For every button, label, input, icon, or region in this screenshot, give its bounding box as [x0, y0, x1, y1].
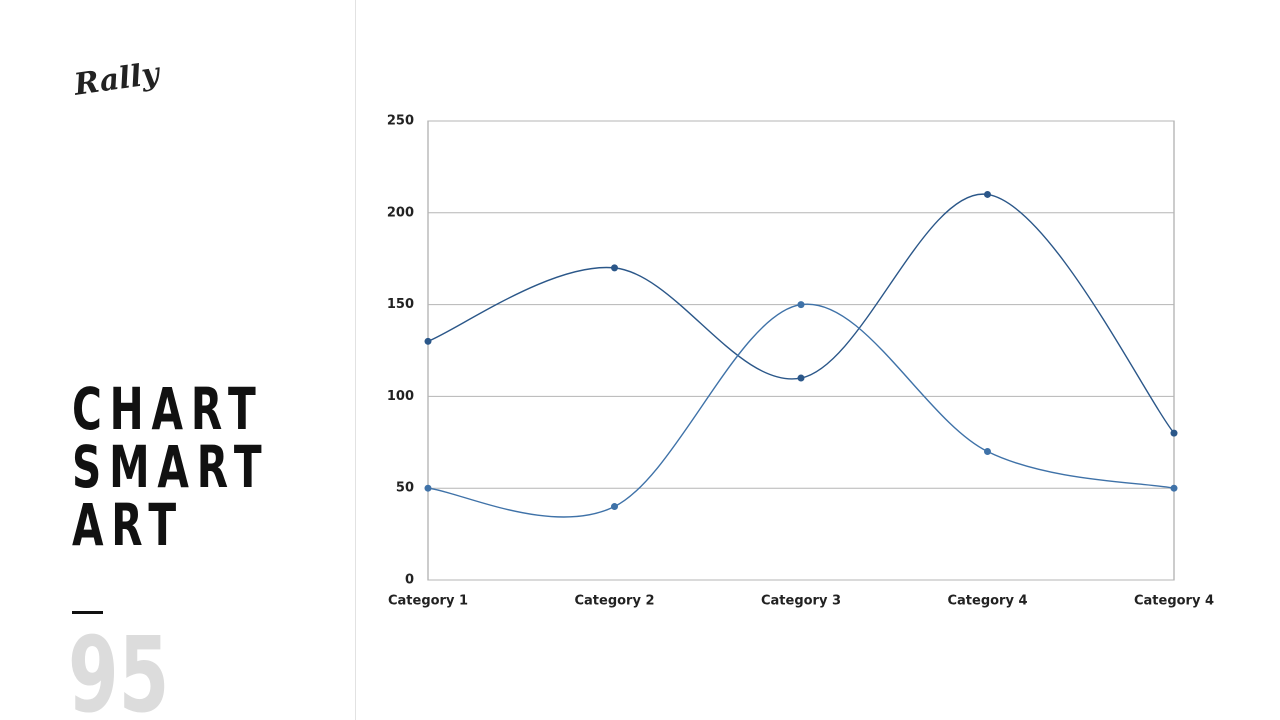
page-number: 95 [68, 614, 170, 720]
x-tick-label: Category 1 [388, 594, 468, 609]
title-line: SMART [72, 433, 270, 501]
x-tick-label: Category 4 [1134, 594, 1214, 609]
y-tick-label: 250 [387, 114, 414, 129]
point [1170, 484, 1178, 492]
point [797, 301, 805, 309]
point [797, 374, 805, 382]
y-tick-label: 150 [387, 297, 414, 312]
x-tick-label: Category 4 [947, 594, 1027, 609]
left-panel: Rally CHART SMART ART 95 [0, 0, 356, 720]
point [1170, 429, 1178, 437]
point [611, 264, 618, 272]
title-line: CHART [72, 375, 264, 443]
y-tick-label: 200 [387, 205, 414, 220]
point [424, 337, 432, 345]
line [427, 193, 1175, 434]
point [984, 447, 991, 455]
point [984, 190, 991, 198]
plot-frame [427, 120, 1175, 581]
line [427, 303, 1175, 518]
dash [72, 611, 103, 614]
x-tick-label: Category 2 [574, 594, 654, 609]
title-line: ART [72, 491, 184, 559]
y-tick-label: 50 [396, 481, 414, 496]
x-tick-label: Category 3 [761, 594, 841, 609]
y-tick-label: 100 [387, 389, 414, 404]
y-tick-label: 0 [405, 573, 414, 588]
point [611, 503, 618, 511]
point [424, 484, 432, 492]
